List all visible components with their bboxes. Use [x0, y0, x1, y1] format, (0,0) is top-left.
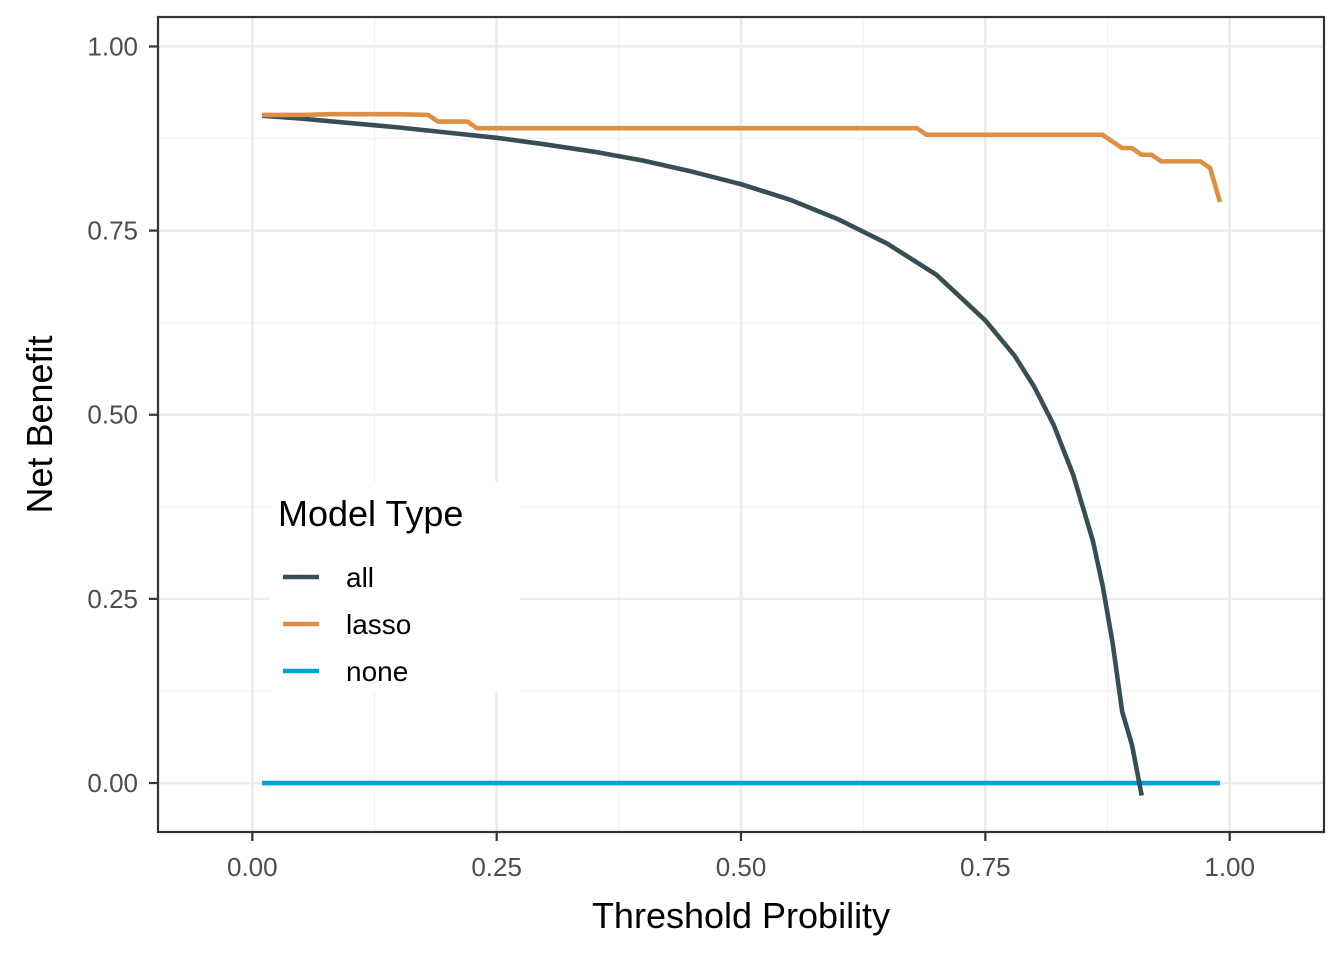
- y-tick-label: 0.50: [87, 400, 138, 430]
- series-lines: [261, 111, 1223, 796]
- y-tick-label: 1.00: [87, 31, 138, 61]
- x-tick-label: 0.50: [716, 852, 767, 882]
- axes: 0.00 0.25 0.50 0.75 1.00 0.00 0.25 0.50 0.75 1.00: [87, 31, 1255, 882]
- y-tick-label: 0.25: [87, 584, 138, 614]
- series-line-all: [261, 113, 1144, 796]
- y-axis-title: Net Benefit: [19, 335, 60, 513]
- legend-label-none: none: [346, 656, 408, 687]
- x-tick-label: 0.00: [227, 852, 278, 882]
- y-tick-label: 0.00: [87, 768, 138, 798]
- legend-label-all: all: [346, 562, 374, 593]
- x-tick-label: 0.25: [471, 852, 522, 882]
- y-tick-label: 0.75: [87, 216, 138, 246]
- x-tick-label: 0.75: [960, 852, 1011, 882]
- legend-title: Model Type: [278, 493, 463, 534]
- legend-background: [270, 482, 520, 692]
- series-line-lasso: [262, 111, 1223, 203]
- x-tick-label: 1.00: [1204, 852, 1255, 882]
- x-axis-title: Threshold Probility: [592, 895, 890, 936]
- legend: Model Type all lasso none: [270, 482, 520, 692]
- legend-label-lasso: lasso: [346, 609, 411, 640]
